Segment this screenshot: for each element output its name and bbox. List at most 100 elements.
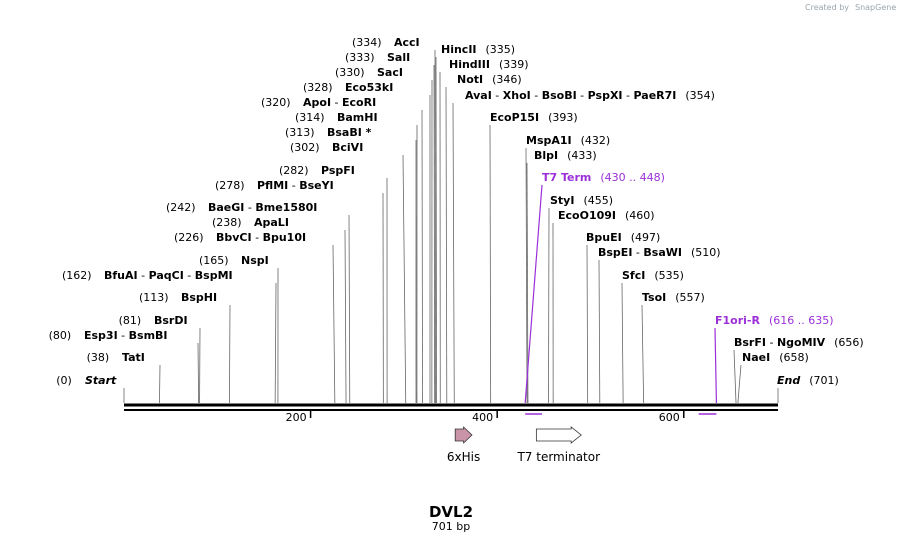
site-separator: - — [331, 96, 342, 109]
enzyme-name: PspFI — [321, 164, 355, 177]
ruler-ticks: 200 400 600 — [286, 411, 685, 424]
enzyme-name: T7 Term — [542, 171, 591, 184]
site-separator: - — [766, 336, 777, 349]
site-label-hindiii: HindIII (339) — [449, 58, 529, 71]
site-label-end: End (701) — [777, 374, 839, 387]
site-position: (616 .. 635) — [769, 314, 834, 327]
dna-backbone — [124, 403, 778, 411]
site-connector — [524, 184, 543, 404]
site-connector — [737, 364, 742, 404]
site-separator: - — [118, 329, 129, 342]
site-position: (302) — [290, 141, 320, 154]
site-connector — [344, 229, 347, 404]
site-connector — [621, 282, 624, 404]
enzyme-name: NotI — [457, 73, 483, 86]
enzyme-name: Eco53kI — [345, 81, 393, 94]
enzyme-name: BfuAI — [104, 269, 138, 282]
enzyme-name: BaeGI — [208, 201, 244, 214]
site-separator: - — [138, 269, 149, 282]
site-label-f1ori-r: F1ori-R (616 .. 635) — [715, 314, 834, 327]
site-label-noti: NotI (346) — [457, 73, 522, 86]
enzyme-name: TsoI — [642, 291, 666, 304]
site-label-bamhi: (314) BamHI — [295, 111, 378, 124]
site-position: (242) — [166, 201, 196, 214]
site-position: (0) — [56, 374, 72, 387]
enzyme-name: NgoMIV — [777, 336, 826, 349]
site-position: (278) — [215, 179, 245, 192]
site-position: (328) — [303, 81, 333, 94]
enzyme-name: Bpu10I — [263, 231, 307, 244]
site-position: (282) — [279, 164, 309, 177]
enzyme-name: EcoRI — [342, 96, 376, 109]
enzyme-name: EcoP15I — [490, 111, 539, 124]
sequence-length: 701 bp — [432, 520, 470, 533]
enzyme-name: SacI — [377, 66, 403, 79]
enzyme-name: BlpI — [534, 149, 558, 162]
site-connector — [332, 244, 336, 404]
enzyme-name: BciVI — [332, 141, 363, 154]
site-connector — [348, 214, 351, 404]
site-position: (113) — [139, 291, 169, 304]
enzyme-name: BsrFI — [734, 336, 766, 349]
site-connector-lines — [123, 49, 779, 404]
enzyme-name: BsaBI * — [327, 126, 372, 139]
feature-arrow-6xhis — [454, 426, 473, 444]
enzyme-name: ApaLI — [254, 216, 289, 229]
site-connector — [714, 327, 718, 404]
site-connector — [435, 56, 437, 404]
site-connector — [641, 304, 645, 404]
site-position: (80) — [49, 329, 72, 342]
site-label-apali: (238) ApaLI — [212, 216, 289, 229]
site-label-pspfi: (282) PspFI — [279, 164, 355, 177]
site-connector — [274, 282, 277, 404]
site-connector — [586, 244, 589, 404]
enzyme-name: SalI — [387, 51, 410, 64]
site-position: (81) — [119, 314, 142, 327]
site-label-tati: (38) TatI — [87, 351, 145, 364]
site-position: (333) — [345, 51, 375, 64]
site-position: (314) — [295, 111, 325, 124]
site-position: (430 .. 448) — [600, 171, 665, 184]
site-connector — [489, 124, 492, 404]
site-label-esp3i: (80) Esp3I - BsmBI — [49, 329, 168, 342]
site-labels: (0) Start (38) TatI (80) Esp3I - BsmBI (81) Bsr… — [49, 36, 864, 387]
enzyme-name: BsmBI — [129, 329, 168, 342]
site-connector — [525, 147, 528, 404]
enzyme-name: BsrDI — [154, 314, 188, 327]
tick-label: 200 — [286, 411, 307, 424]
enzyme-name: PspXI — [588, 89, 623, 102]
site-separator: - — [632, 246, 643, 259]
site-label-ecoo109i: EcoO109I (460) — [558, 209, 655, 222]
site-label-tsoi: TsoI (557) — [642, 291, 705, 304]
site-position: (334) — [352, 36, 382, 49]
feature-track: 6xHis T7 terminator — [447, 426, 600, 464]
site-connector — [229, 304, 231, 404]
site-position: (238) — [212, 216, 242, 229]
site-connector — [598, 259, 601, 404]
enzyme-name: Esp3I — [84, 329, 118, 342]
site-connector — [197, 342, 200, 404]
enzyme-name: F1ori-R — [715, 314, 760, 327]
site-label-bsphi: (113) BspHI — [139, 291, 217, 304]
site-label-mspa1i: MspA1I (432) — [526, 134, 610, 147]
site-separator: - — [184, 269, 195, 282]
site-position: (701) — [809, 374, 839, 387]
site-label-t7-term: T7 Term (430 .. 448) — [542, 171, 665, 184]
enzyme-name: StyI — [550, 194, 574, 207]
enzyme-name: TatI — [122, 351, 145, 364]
enzyme-name: NspI — [241, 254, 269, 267]
site-position: (335) — [486, 43, 516, 56]
site-label-bfuai: (162) BfuAI - PaqCI - BspMI — [62, 269, 233, 282]
enzyme-name: BspEI — [598, 246, 632, 259]
site-position: (346) — [492, 73, 522, 86]
site-position: (433) — [567, 149, 597, 162]
site-label-bspei: BspEI - BsaWI (510) — [598, 246, 721, 259]
site-position: (313) — [285, 126, 315, 139]
site-position: (354) — [685, 89, 715, 102]
enzyme-name: BpuEI — [586, 231, 622, 244]
site-separator: - — [577, 89, 588, 102]
site-label-ecop15i: EcoP15I (393) — [490, 111, 578, 124]
site-label-avai: AvaI - XhoI - BsoBI - PspXI - PaeR7I (354… — [465, 89, 715, 102]
site-label-bsabi-: (313) BsaBI * — [285, 126, 372, 139]
